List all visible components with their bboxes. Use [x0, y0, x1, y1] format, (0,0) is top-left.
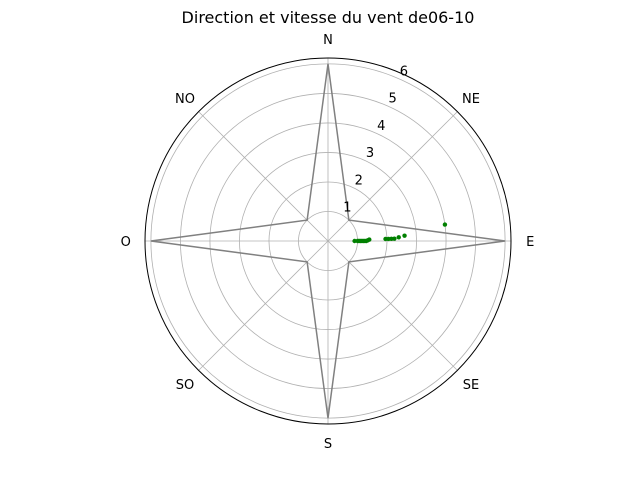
- radial-tick-6: 6: [400, 64, 408, 79]
- chart-title: Direction et vitesse du vent de06-10: [182, 8, 475, 27]
- data-point-14: [396, 235, 401, 240]
- direction-label-O: O: [121, 235, 131, 250]
- direction-label-E: E: [526, 235, 534, 250]
- direction-label-S: S: [324, 437, 332, 452]
- wind-rose: [150, 63, 506, 419]
- radial-tick-3: 3: [366, 146, 374, 161]
- polar-frame: [144, 57, 512, 425]
- rose-outline: [150, 63, 506, 419]
- grid-spoke-SE: [327, 240, 458, 371]
- data-point-16: [442, 222, 448, 227]
- radial-tick-5: 5: [388, 92, 396, 107]
- radial-tick-1: 1: [343, 201, 351, 216]
- radial-tick-2: 2: [355, 173, 363, 188]
- data-point-13: [392, 236, 397, 241]
- data-point-15: [402, 233, 407, 238]
- grid-spoke-SO: [198, 240, 329, 371]
- direction-label-SE: SE: [463, 378, 479, 393]
- radial-tick-4: 4: [377, 119, 385, 134]
- direction-label-NE: NE: [462, 92, 480, 107]
- direction-label-SO: SO: [176, 378, 194, 393]
- grid-spoke-NO: [198, 111, 329, 242]
- direction-label-N: N: [323, 33, 333, 48]
- polar-grid: [144, 57, 512, 425]
- wind-points: [352, 222, 448, 244]
- grid-spoke-NE: [327, 111, 458, 242]
- direction-labels: N NE E SE S SO O NO: [121, 33, 535, 452]
- data-point-9: [367, 237, 372, 242]
- direction-label-NO: NO: [175, 92, 195, 107]
